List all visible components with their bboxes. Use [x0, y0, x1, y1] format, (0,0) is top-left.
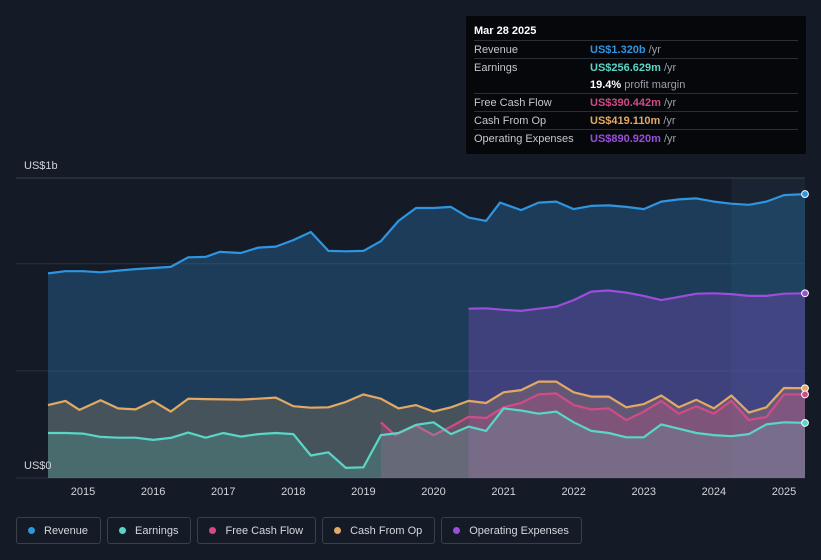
- x-tick-label: 2023: [632, 486, 656, 498]
- legend-label: Operating Expenses: [469, 524, 569, 537]
- legend-item-earnings[interactable]: Earnings: [107, 517, 192, 544]
- legend-label: Earnings: [135, 524, 179, 537]
- earn-line: [48, 407, 806, 469]
- tooltip-label: Cash From Op: [474, 114, 547, 127]
- cfo-area: [48, 381, 805, 478]
- tooltip-label: Revenue: [474, 43, 519, 56]
- tooltip-unit: /yr: [648, 43, 661, 56]
- legend-label: Free Cash Flow: [225, 524, 304, 537]
- tooltip-row: Free Cash Flow US$390.442m/yr: [474, 93, 798, 111]
- tooltip-value: US$256.629m: [590, 61, 661, 74]
- x-tick-label: 2019: [351, 486, 375, 498]
- tooltip-value: US$1.320b: [590, 43, 646, 56]
- tooltip-label: Free Cash Flow: [474, 96, 552, 109]
- x-tick-label: 2020: [421, 486, 445, 498]
- fcf-end-marker: [801, 390, 809, 399]
- legend-dot-icon: [28, 527, 35, 534]
- rev-line: [47, 193, 806, 275]
- tooltip-unit: /yr: [663, 114, 676, 127]
- x-tick-label: 2018: [281, 486, 305, 498]
- tooltip-row: Earnings US$256.629m/yr: [474, 58, 798, 76]
- legend-label: Cash From Op: [350, 524, 423, 537]
- legend-item-operating-expenses[interactable]: Operating Expenses: [441, 517, 582, 544]
- legend: Revenue Earnings Free Cash Flow Cash From O…: [16, 517, 582, 544]
- legend-label: Revenue: [44, 524, 89, 537]
- tooltip-rows: Revenue US$1.320b/yr Earnings US$256.629m/y…: [474, 40, 798, 147]
- series-layer: [47, 190, 809, 478]
- fcf-line: [380, 392, 805, 437]
- x-tick-label: 2022: [561, 486, 585, 498]
- fcf-area: [380, 393, 805, 478]
- earn-area: [48, 408, 805, 478]
- legend-dot-icon: [209, 527, 217, 534]
- forecast-shade: [731, 178, 805, 478]
- earn-end-marker: [801, 419, 809, 427]
- rev-end-marker: [801, 190, 809, 198]
- x-tick-label: 2021: [491, 486, 515, 498]
- legend-item-cash-from-op[interactable]: Cash From Op: [322, 517, 436, 544]
- x-tick-label: 2024: [702, 486, 726, 498]
- y-axis-bottom-label: US$0: [24, 460, 52, 472]
- tooltip-row: Revenue US$1.320b/yr: [474, 40, 798, 58]
- tooltip-label: Operating Expenses: [474, 132, 574, 145]
- x-axis: 2015 2016 2017 2018 2019 2020 2021 2022 2023 2024…: [71, 486, 796, 498]
- tooltip-unit: /yr: [663, 61, 677, 74]
- legend-dot-icon: [453, 527, 461, 534]
- tooltip-row: Operating Expenses US$890.920m/yr: [474, 129, 798, 147]
- gridlines: [16, 177, 805, 479]
- tooltip-value: US$419.110m: [590, 114, 661, 127]
- x-tick-label: 2025: [772, 486, 796, 498]
- rev-area: [48, 194, 805, 478]
- tooltip-row: 19.4% profit margin: [474, 76, 798, 93]
- tooltip-value: 19.4%: [590, 78, 622, 91]
- tooltip-unit: /yr: [663, 96, 677, 109]
- opex-end-marker: [801, 289, 809, 298]
- y-axis-top-label: US$1b: [24, 160, 58, 172]
- x-tick-label: 2015: [71, 486, 95, 498]
- tooltip-value: US$390.442m: [590, 96, 661, 109]
- tooltip-label: Earnings: [474, 61, 518, 74]
- opex-area: [468, 290, 805, 478]
- x-tick-label: 2017: [211, 486, 235, 498]
- tooltip-value: US$890.920m: [590, 132, 661, 145]
- data-tooltip: Mar 28 2025 Revenue US$1.320b/yr Earnings U…: [466, 16, 806, 154]
- legend-dot-icon: [119, 527, 127, 534]
- tooltip-row: Cash From Op US$419.110m/yr: [474, 111, 798, 129]
- legend-dot-icon: [334, 527, 342, 534]
- cfo-line: [47, 380, 806, 414]
- legend-item-revenue[interactable]: Revenue: [16, 517, 102, 544]
- tooltip-unit: profit margin: [624, 78, 686, 91]
- x-tick-label: 2016: [141, 486, 165, 498]
- legend-item-free-cash-flow[interactable]: Free Cash Flow: [197, 517, 317, 544]
- tooltip-date: Mar 28 2025: [474, 25, 537, 37]
- opex-line: [468, 289, 806, 312]
- tooltip-unit: /yr: [663, 132, 677, 145]
